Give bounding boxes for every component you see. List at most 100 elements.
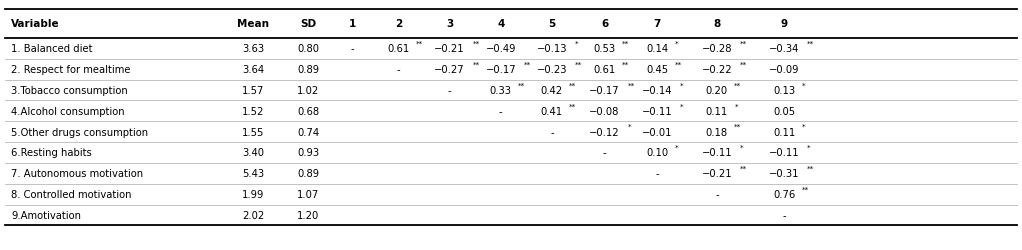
Text: **: **: [740, 62, 747, 67]
Text: 1.52: 1.52: [242, 106, 265, 116]
Text: 0.33: 0.33: [490, 86, 512, 96]
Text: 0.42: 0.42: [541, 86, 563, 96]
Text: 0.89: 0.89: [297, 169, 319, 178]
Text: **: **: [472, 62, 479, 67]
Text: -: -: [715, 190, 718, 199]
Text: 5: 5: [548, 20, 556, 29]
Text: 1.20: 1.20: [297, 210, 319, 220]
Text: *: *: [807, 144, 810, 150]
Text: 6: 6: [601, 20, 608, 29]
Text: 7: 7: [653, 20, 661, 29]
Text: SD: SD: [300, 20, 316, 29]
Text: 1.02: 1.02: [297, 86, 319, 96]
Text: **: **: [622, 62, 630, 67]
Text: 3: 3: [446, 20, 454, 29]
Text: 0.89: 0.89: [297, 65, 319, 75]
Text: 4: 4: [497, 20, 505, 29]
Text: 0.18: 0.18: [706, 127, 728, 137]
Text: 6.Resting habits: 6.Resting habits: [11, 148, 92, 158]
Text: −0.11: −0.11: [702, 148, 732, 158]
Text: 8. Controlled motivation: 8. Controlled motivation: [11, 190, 132, 199]
Text: **: **: [734, 82, 742, 88]
Text: **: **: [802, 186, 809, 192]
Text: 3.40: 3.40: [242, 148, 265, 158]
Text: −0.08: −0.08: [590, 106, 619, 116]
Text: 2: 2: [394, 20, 403, 29]
Text: −0.14: −0.14: [642, 86, 672, 96]
Text: −0.34: −0.34: [770, 44, 799, 54]
Text: 0.61: 0.61: [387, 44, 410, 54]
Text: **: **: [740, 165, 747, 171]
Text: *: *: [675, 41, 679, 46]
Text: 5.Other drugs consumption: 5.Other drugs consumption: [11, 127, 148, 137]
Text: 4.Alcohol consumption: 4.Alcohol consumption: [11, 106, 125, 116]
Text: 0.53: 0.53: [594, 44, 615, 54]
Text: 1.55: 1.55: [242, 127, 265, 137]
Text: *: *: [628, 124, 631, 130]
Text: 9: 9: [781, 20, 788, 29]
Text: 3.63: 3.63: [242, 44, 265, 54]
Text: **: **: [621, 41, 630, 46]
Text: **: **: [569, 82, 576, 88]
Text: 0.93: 0.93: [297, 148, 319, 158]
Text: *: *: [735, 103, 738, 109]
Text: *: *: [802, 124, 805, 130]
Text: *: *: [740, 144, 743, 150]
Text: **: **: [807, 165, 815, 171]
Text: 1.07: 1.07: [297, 190, 319, 199]
Text: 5.43: 5.43: [242, 169, 265, 178]
Text: 1. Balanced diet: 1. Balanced diet: [11, 44, 93, 54]
Text: 7. Autonomous motivation: 7. Autonomous motivation: [11, 169, 143, 178]
Text: **: **: [807, 41, 815, 46]
Text: 2.02: 2.02: [242, 210, 265, 220]
Text: **: **: [574, 62, 582, 67]
Text: 0.45: 0.45: [646, 65, 668, 75]
Text: −0.49: −0.49: [485, 44, 516, 54]
Text: *: *: [680, 103, 684, 109]
Text: 0.68: 0.68: [297, 106, 319, 116]
Text: Mean: Mean: [237, 20, 270, 29]
Text: 0.41: 0.41: [541, 106, 563, 116]
Text: 8: 8: [713, 20, 721, 29]
Text: -: -: [499, 106, 503, 116]
Text: 0.11: 0.11: [706, 106, 728, 116]
Text: *: *: [574, 41, 578, 46]
Text: -: -: [655, 169, 659, 178]
Text: **: **: [569, 103, 576, 109]
Text: 2. Respect for mealtime: 2. Respect for mealtime: [11, 65, 131, 75]
Text: −0.28: −0.28: [702, 44, 732, 54]
Text: 1.57: 1.57: [242, 86, 265, 96]
Text: Variable: Variable: [11, 20, 60, 29]
Text: −0.22: −0.22: [702, 65, 732, 75]
Text: −0.21: −0.21: [434, 44, 465, 54]
Text: 0.76: 0.76: [774, 190, 795, 199]
Text: 0.13: 0.13: [774, 86, 795, 96]
Text: 0.11: 0.11: [774, 127, 795, 137]
Text: 1: 1: [349, 20, 357, 29]
Text: 1.99: 1.99: [242, 190, 265, 199]
Text: −0.31: −0.31: [770, 169, 799, 178]
Text: 3.Tobacco consumption: 3.Tobacco consumption: [11, 86, 128, 96]
Text: −0.09: −0.09: [770, 65, 799, 75]
Text: -: -: [550, 127, 554, 137]
Text: 0.14: 0.14: [646, 44, 668, 54]
Text: **: **: [416, 41, 423, 46]
Text: **: **: [675, 62, 682, 67]
Text: 9.Amotivation: 9.Amotivation: [11, 210, 81, 220]
Text: **: **: [628, 82, 635, 88]
Text: 0.10: 0.10: [646, 148, 668, 158]
Text: −0.11: −0.11: [642, 106, 672, 116]
Text: -: -: [351, 44, 355, 54]
Text: −0.13: −0.13: [537, 44, 567, 54]
Text: 0.80: 0.80: [297, 44, 319, 54]
Text: 0.20: 0.20: [706, 86, 728, 96]
Text: −0.12: −0.12: [590, 127, 619, 137]
Text: **: **: [523, 62, 530, 67]
Text: −0.23: −0.23: [537, 65, 567, 75]
Text: **: **: [734, 124, 742, 130]
Text: **: **: [518, 82, 525, 88]
Text: 0.74: 0.74: [297, 127, 319, 137]
Text: **: **: [472, 41, 479, 46]
Text: -: -: [448, 86, 452, 96]
Text: -: -: [783, 210, 786, 220]
